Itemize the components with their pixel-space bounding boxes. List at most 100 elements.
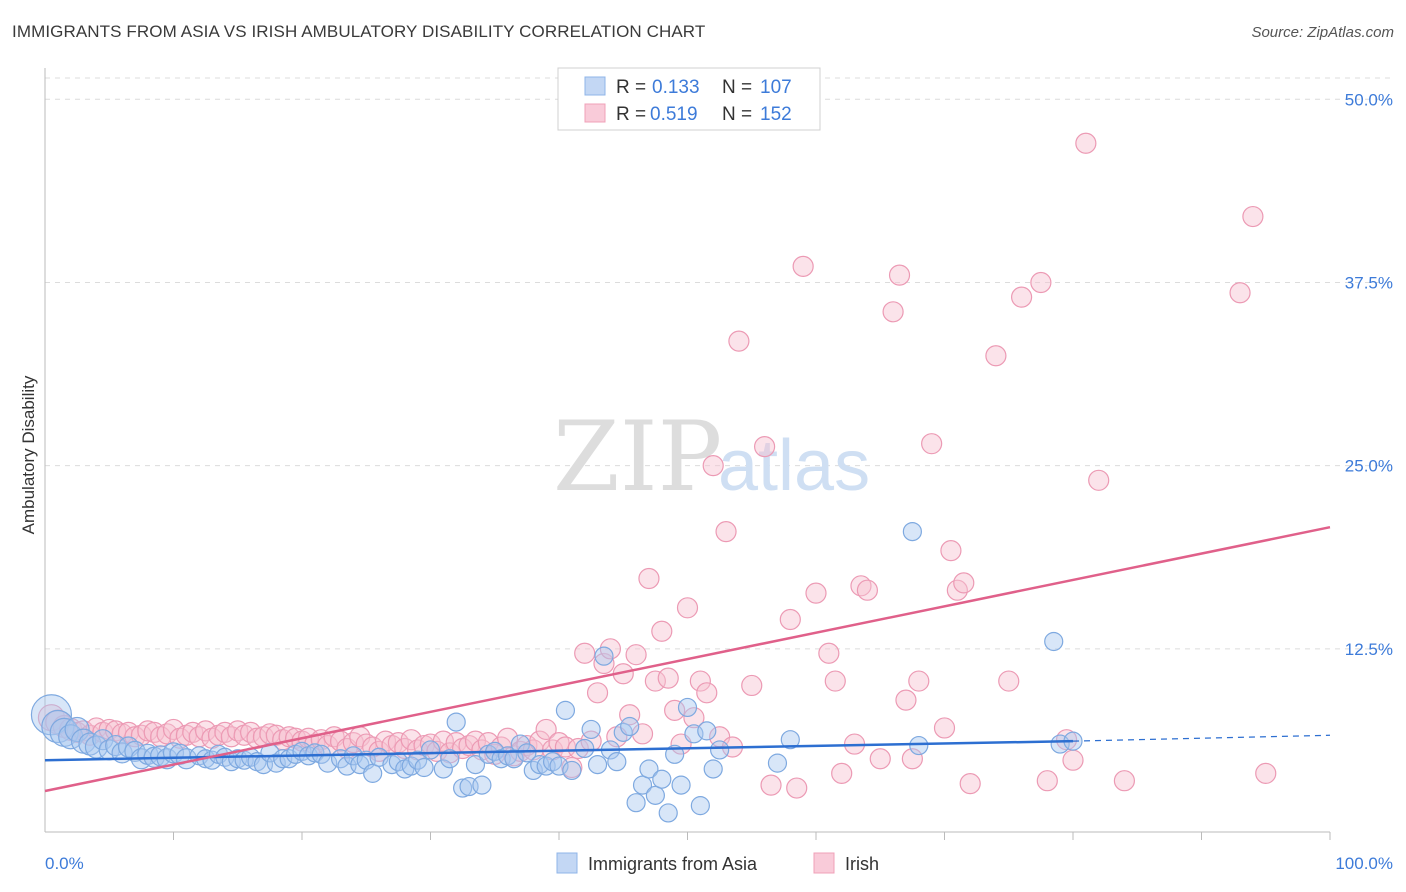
irish-point [760,774,782,796]
legend-r-label-pink: R = [616,104,646,125]
irish-point [1010,286,1033,308]
asia-point [472,775,492,795]
y-tick-label: 12.5% [1345,640,1393,659]
y-axis-title: Ambulatory Disability [19,375,38,534]
irish-point [779,608,801,631]
bottom-legend-label-pink: Irish [845,854,879,874]
irish-point [908,670,930,692]
legend-swatch-pink [584,103,606,123]
watermark-zip: ZIP [553,401,722,513]
asia-point [440,749,460,769]
asia-point [517,743,537,763]
irish-point [696,682,718,704]
asia-point [562,760,582,781]
irish-point [824,670,846,692]
asia-point [420,740,441,760]
irish-point [753,436,776,458]
irish-point [933,717,956,739]
asia-point [652,769,672,789]
irish-point [651,620,673,642]
asia-point [414,757,434,778]
y-tick-labels: 12.5% 25.0% 37.5% 50.0% [1345,90,1393,659]
asia-point [671,775,691,795]
irish-point [792,255,814,277]
legend-r-label-blue: R = [616,77,646,98]
asia-point [273,749,293,769]
watermark-atlas: atlas [718,426,870,506]
asia-point [697,721,717,741]
irish-point [664,699,686,721]
irish-point [818,642,840,664]
irish-point [953,572,975,594]
irish-point [676,597,699,619]
irish-point [901,748,923,770]
irish-point [567,737,589,760]
irish-point [702,455,724,477]
bottom-legend-swatch-blue [556,852,578,874]
irish-point [869,748,891,770]
trend-lines [44,525,1331,793]
asia-point [639,759,659,779]
irish-points [37,132,1277,799]
irish-point [895,689,917,711]
irish-point [111,723,133,745]
asia-point [575,738,595,759]
axes [44,68,1331,840]
legend-n-label-pink: N = [722,104,752,125]
asia-point [607,752,627,772]
irish-point [888,264,911,286]
watermark: ZIP atlas [553,401,870,513]
legend-swatch-blue [584,76,606,96]
irish-point [1229,282,1251,304]
legend-r-value-pink: 0.519 [650,104,698,125]
asia-point [710,740,730,760]
legend-n-value-blue: 107 [760,77,792,98]
irish-point [37,704,66,732]
bottom-legend-swatch-pink [813,852,835,874]
asia-point [1044,631,1064,652]
irish-point [882,301,904,323]
legend-n-value-pink: 152 [760,104,792,125]
legend-n-label-blue: N = [722,77,752,98]
asia-point [408,750,428,770]
irish-point [625,644,647,666]
asia-point [658,803,678,823]
irish-point [921,433,943,455]
irish-point [1242,205,1264,228]
irish-point [1075,132,1097,154]
asia-point [690,796,710,816]
irish-point [728,330,750,352]
asia-point [626,793,646,813]
y-tick-label: 37.5% [1345,273,1393,292]
y-tick-label: 25.0% [1345,457,1393,476]
asia-point [549,756,569,776]
irish-point [940,540,962,562]
irish-point [619,704,641,726]
bottom-legend: Immigrants from Asia Irish [556,852,879,874]
irish-point [1062,749,1084,771]
irish-point [535,718,557,741]
irish-point [1113,770,1136,792]
legend-r-value-blue: 0.133 [652,77,700,98]
asia-point [433,759,453,779]
irish-point [805,582,827,604]
source-credit: Source: ZipAtlas.com [1251,24,1394,41]
asia-point [363,763,383,783]
asia-point [587,754,608,775]
irish-point [586,682,609,704]
grid-lines [45,77,1395,650]
irish-point [1088,469,1110,491]
x-tick-labels: 0.0% 100.0% [45,854,1393,873]
irish-trend-line [44,525,1331,793]
asia-point [645,785,665,805]
asia-point [909,735,929,756]
asia-point [780,730,800,750]
irish-point [683,707,705,729]
irish-point [1255,762,1277,784]
irish-point [1030,271,1052,294]
irish-point [644,670,666,692]
asia-trend-extension [1072,734,1331,742]
irish-point [959,773,981,795]
irish-point [240,721,262,743]
x-tick-label: 100.0% [1335,854,1393,873]
